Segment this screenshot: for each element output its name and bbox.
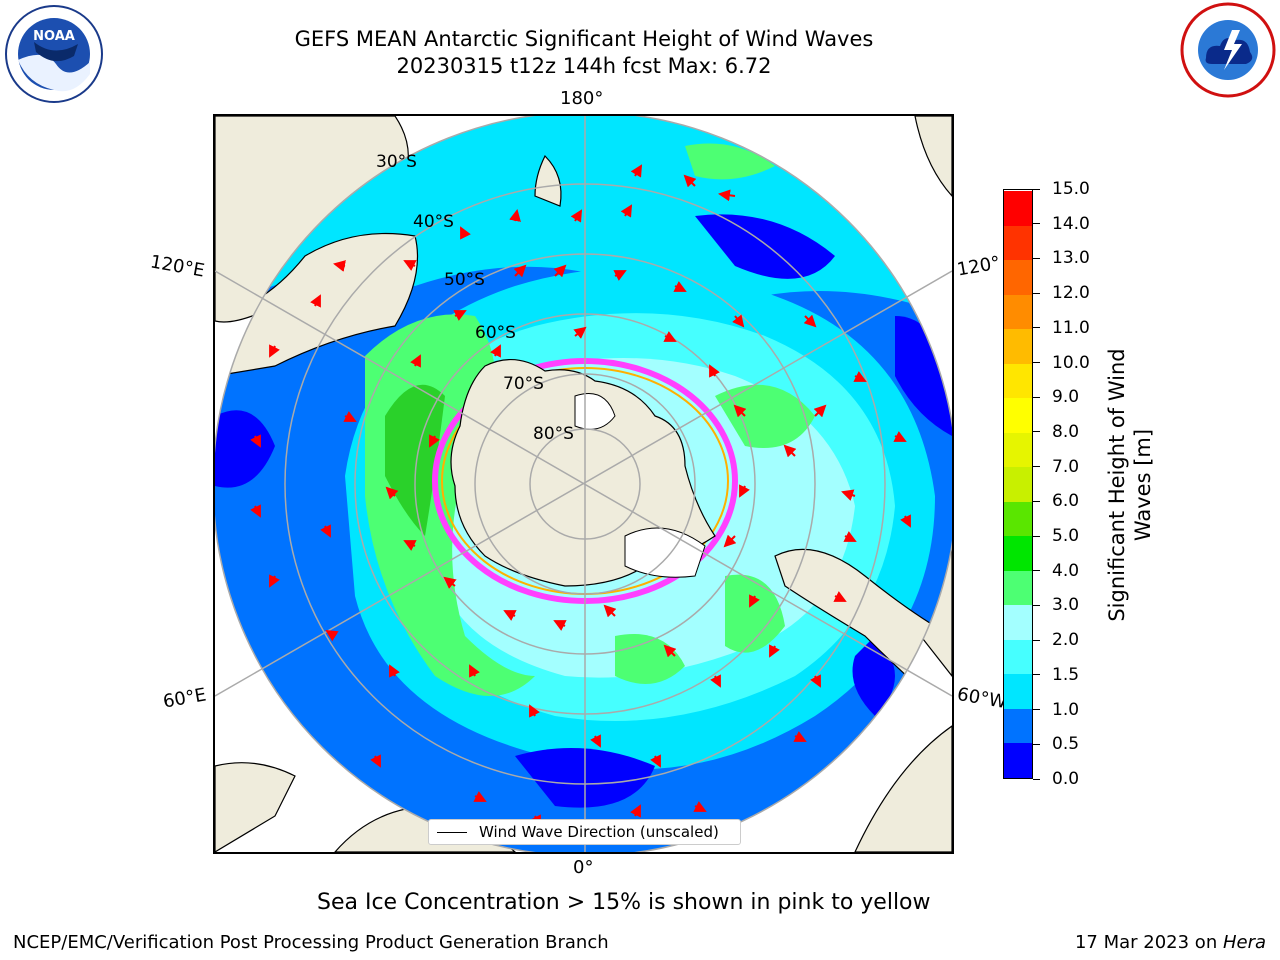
colorbar-tick-label: 4.0 <box>1052 560 1080 581</box>
colorbar-tick <box>1033 431 1040 433</box>
colorbar-tick-label: 7.0 <box>1052 456 1080 477</box>
colorbar-segment <box>1004 259 1032 295</box>
colorbar-segment <box>1004 639 1032 675</box>
lon-label-lower-right: 60°W <box>955 683 1009 714</box>
colorbar-tick-label: 10.0 <box>1052 352 1090 373</box>
noaa-logo: NOAA <box>4 4 104 104</box>
map-frame <box>213 114 954 854</box>
colorbar-tick <box>1033 466 1040 468</box>
polar-map <box>215 116 952 852</box>
colorbar-tick-label: 13.0 <box>1052 248 1090 269</box>
lon-label-bottom: 0° <box>573 857 594 878</box>
colorbar-tick <box>1033 327 1040 329</box>
colorbar-segment <box>1004 328 1032 364</box>
colorbar-tick <box>1033 396 1040 398</box>
colorbar-tick <box>1033 570 1040 572</box>
colorbar-tick-label: 15.0 <box>1052 179 1090 199</box>
producer-credit: NCEP/EMC/Verification Post Processing Pr… <box>13 932 609 953</box>
colorbar-tick <box>1033 223 1040 225</box>
chart-title-line-1: GEFS MEAN Antarctic Significant Height o… <box>294 27 874 51</box>
colorbar-tick-label: 3.0 <box>1052 595 1080 616</box>
lat-label-40s: 40°S <box>413 212 454 232</box>
lat-label-30s: 30°S <box>376 152 417 172</box>
colorbar-segment <box>1004 190 1032 226</box>
colorbar-tick-label: 1.5 <box>1052 664 1080 685</box>
colorbar-tick <box>1033 362 1040 364</box>
colorbar-segment <box>1004 673 1032 709</box>
colorbar-segment <box>1004 225 1032 261</box>
colorbar-tick-label: 9.0 <box>1052 387 1080 408</box>
colorbar-tick <box>1033 709 1040 711</box>
colorbar-tick <box>1033 743 1040 745</box>
colorbar-segment <box>1004 466 1032 502</box>
colorbar-tick <box>1033 604 1040 606</box>
generation-date-text: 17 Mar 2023 on <box>1074 932 1223 953</box>
colorbar-tick <box>1033 535 1040 537</box>
lat-label-60s: 60°S <box>475 323 516 343</box>
noaa-logo-text: NOAA <box>33 29 75 44</box>
lon-label-upper-right: 120° <box>955 252 1002 281</box>
lon-label-upper-left: 120°E <box>148 251 207 282</box>
map-legend: Wind Wave Direction (unscaled) <box>428 819 741 845</box>
colorbar-segment <box>1004 501 1032 537</box>
colorbar-segment <box>1004 535 1032 571</box>
colorbar-tick-label: 5.0 <box>1052 526 1080 547</box>
colorbar-label: Significant Height of Wind Waves [m] <box>1105 348 1155 622</box>
colorbar-tick-label: 1.0 <box>1052 699 1080 720</box>
colorbar-segment <box>1004 294 1032 330</box>
colorbar-segment <box>1004 604 1032 640</box>
longitude-grid <box>215 116 952 852</box>
colorbar-segment <box>1004 570 1032 606</box>
colorbar-tick-label: 11.0 <box>1052 317 1090 338</box>
colorbar-segment <box>1004 742 1032 778</box>
colorbar-tick <box>1033 257 1040 259</box>
colorbar-tick-label: 12.0 <box>1052 283 1090 304</box>
colorbar <box>1003 189 1033 779</box>
legend-label: Wind Wave Direction (unscaled) <box>479 823 719 841</box>
colorbar-segment <box>1004 397 1032 433</box>
generation-date: 17 Mar 2023 on Hera <box>1075 932 1266 953</box>
colorbar-tick <box>1033 500 1040 502</box>
lat-label-70s: 70°S <box>503 374 544 394</box>
lat-label-80s: 80°S <box>533 424 574 444</box>
colorbar-segment <box>1004 432 1032 468</box>
generation-machine: Hera <box>1222 932 1266 953</box>
chart-title-line-2: 20230315 t12z 144h fcst Max: 6.72 <box>396 54 772 78</box>
colorbar-tick-label: 0.0 <box>1052 769 1080 789</box>
colorbar-segment <box>1004 363 1032 399</box>
sea-ice-note: Sea Ice Concentration > 15% is shown in … <box>317 890 931 915</box>
legend-line-sample <box>437 832 467 833</box>
colorbar-tick-label: 0.5 <box>1052 734 1080 755</box>
colorbar-tick <box>1033 292 1040 294</box>
colorbar-tick-label: 8.0 <box>1052 421 1080 442</box>
colorbar-tick <box>1033 188 1040 190</box>
colorbar-tick <box>1033 639 1040 641</box>
colorbar-tick-label: 14.0 <box>1052 213 1090 234</box>
lon-label-top: 180° <box>560 88 604 109</box>
lat-label-50s: 50°S <box>444 270 485 290</box>
colorbar-tick-label: 2.0 <box>1052 630 1080 651</box>
colorbar-segment <box>1004 708 1032 744</box>
colorbar-tick <box>1033 674 1040 676</box>
lon-label-lower-left: 60°E <box>161 684 208 713</box>
wave-direction-arrows <box>250 164 911 828</box>
nws-logo <box>1176 0 1280 100</box>
colorbar-tick <box>1033 778 1040 780</box>
colorbar-tick-label: 6.0 <box>1052 491 1080 512</box>
